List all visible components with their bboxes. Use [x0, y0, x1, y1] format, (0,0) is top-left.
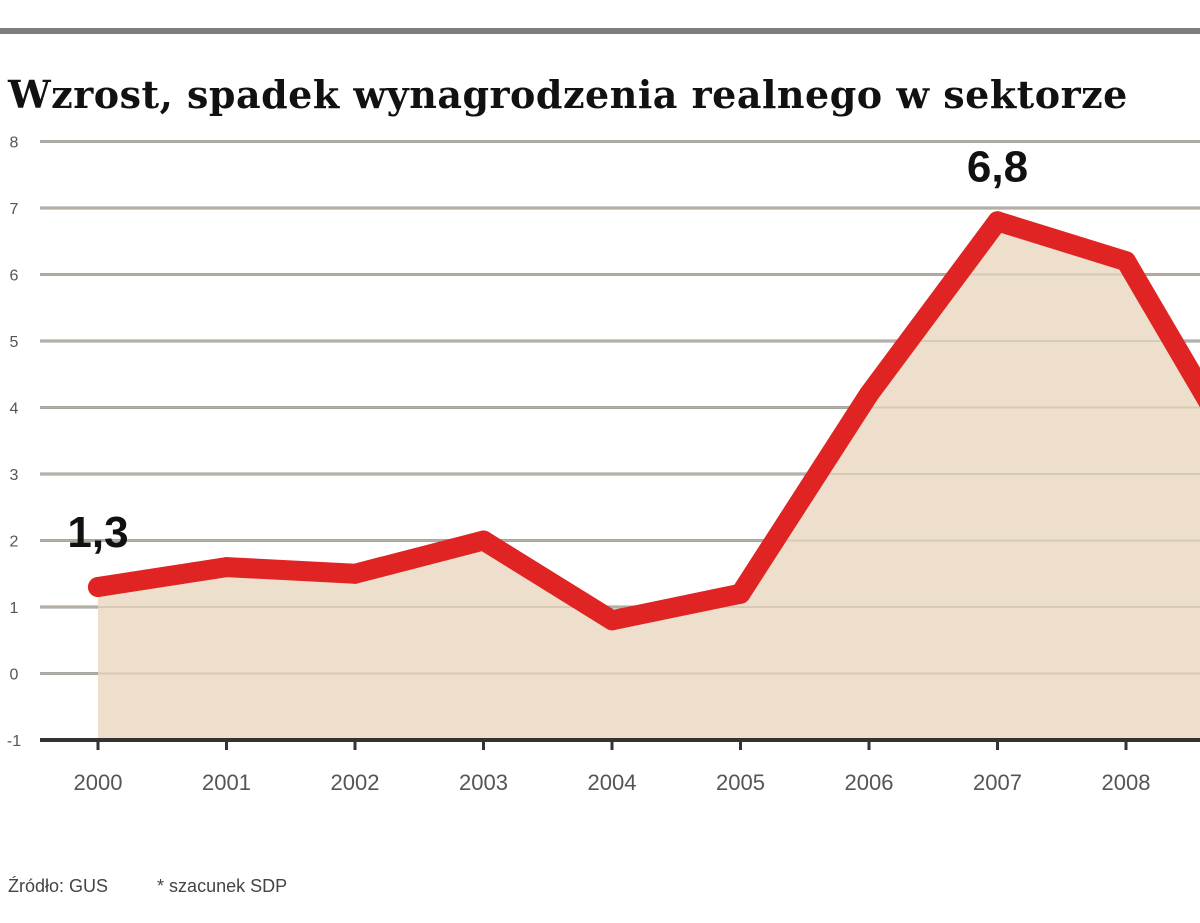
x-tick-label: 2005 [716, 770, 765, 795]
y-tick-label: 5 [10, 334, 19, 351]
data-point [88, 577, 108, 598]
chart-title: Wzrost, spadek wynagrodzenia realnego w … [8, 72, 1128, 117]
y-tick-label: -1 [7, 733, 21, 750]
x-tick-label: 2000 [74, 770, 123, 795]
y-tick-label: 2 [10, 534, 19, 551]
y-tick-label: 1 [10, 600, 19, 617]
footer: Źródło: GUS * szacunek SDP [8, 876, 331, 897]
area-fill-shape [98, 221, 1200, 740]
data-point [345, 563, 365, 584]
source-note: Źródło: GUS [8, 876, 109, 896]
data-point [730, 583, 751, 604]
axes: 2000200120022003200420052006200720082009 [40, 738, 1200, 795]
x-tick-label: 2008 [1102, 770, 1151, 795]
data-point [859, 384, 879, 405]
y-tick-label: 0 [10, 667, 19, 684]
data-point [602, 610, 622, 631]
x-tick-label: 2001 [202, 770, 251, 795]
x-tick-label: 2007 [973, 770, 1022, 795]
area-fill [40, 140, 1200, 740]
x-tick-label: 2006 [845, 770, 894, 795]
x-tick-label: 2004 [588, 770, 637, 795]
data-label: 1,3 [67, 508, 128, 557]
top-rule [0, 28, 1200, 34]
data-labels: 1,3 6,8 [67, 142, 1028, 557]
y-tick-label: 7 [10, 201, 19, 218]
data-point [473, 530, 494, 551]
data-point [1116, 251, 1136, 272]
series-line-path [88, 211, 1200, 631]
y-tick-label: 3 [10, 467, 19, 484]
data-label: 6,8 [967, 142, 1028, 191]
estimate-note: * szacunek SDP [157, 876, 288, 896]
y-tick-label: 8 [10, 135, 19, 152]
series-line [88, 211, 1200, 631]
x-tick-label: 2003 [459, 770, 508, 795]
data-point [216, 557, 237, 578]
x-tick-label: 2002 [331, 770, 380, 795]
data-point [987, 211, 1008, 232]
y-tick-label: 4 [10, 401, 19, 418]
y-tick-label: 6 [10, 268, 19, 285]
